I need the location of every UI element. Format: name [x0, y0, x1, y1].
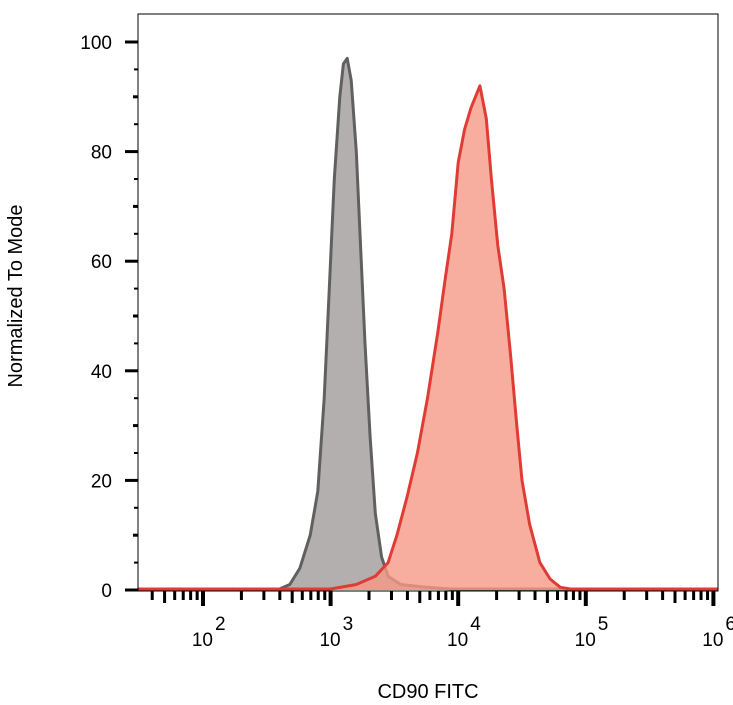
y-tick-label: 60 — [91, 252, 112, 273]
y-axis-title: Normalized To Mode — [5, 204, 27, 387]
series-layer — [138, 56, 718, 591]
y-tick-label: 20 — [91, 471, 112, 492]
x-tick-label: 10 — [575, 630, 596, 651]
x-tick-label-exponent: 2 — [215, 614, 226, 635]
series-1-line — [138, 84, 718, 591]
x-axis-title: CD90 FITC — [377, 681, 478, 703]
x-tick-label-exponent: 5 — [598, 614, 609, 635]
y-tick-label: 80 — [91, 143, 112, 164]
x-tick-label-exponent: 6 — [725, 614, 733, 635]
y-tick-label: 100 — [80, 33, 112, 54]
x-tick-label: 10 — [319, 630, 340, 651]
x-tick-label-exponent: 3 — [343, 614, 354, 635]
y-tick-label: 40 — [91, 362, 112, 383]
series-1-area — [138, 85, 718, 591]
x-tick-label-exponent: 4 — [470, 614, 481, 635]
x-tick-label: 10 — [702, 630, 723, 651]
plot-frame — [137, 13, 719, 592]
x-tick-label: 10 — [447, 630, 468, 651]
y-tick-label: 0 — [101, 581, 112, 602]
x-tick-label: 10 — [192, 630, 213, 651]
